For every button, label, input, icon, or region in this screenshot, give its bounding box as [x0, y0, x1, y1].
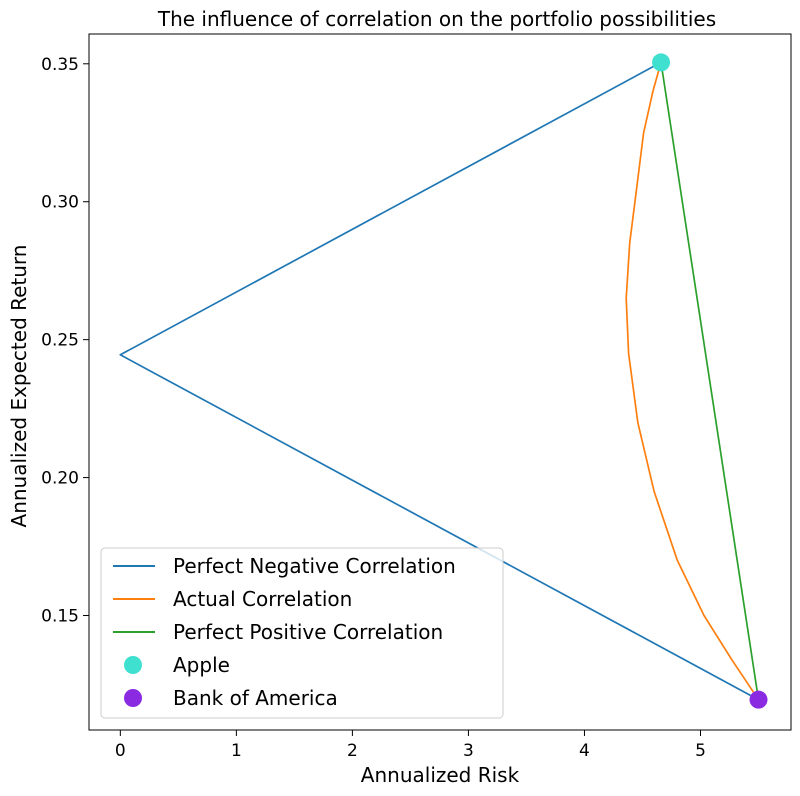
plot-frame [88, 33, 792, 731]
series-line-perfect-positive-correlation [660, 61, 760, 701]
legend-marker-bank-of-america [124, 689, 142, 707]
legend: Perfect Negative Correlation Actual Corre… [100, 547, 504, 719]
x-tick-label: 0 [115, 741, 126, 761]
plot-area [119, 53, 768, 709]
y-tick-label: 0.35 [41, 55, 79, 75]
legend-box [100, 547, 504, 719]
y-tick-label: 0.20 [41, 469, 79, 489]
x-tick-label: 3 [463, 741, 474, 761]
scatter-point-bank-of-america [749, 690, 768, 709]
legend-label-perfect-positive-correlation: Perfect Positive Correlation [173, 620, 443, 644]
y-tick-label: 0.25 [41, 331, 79, 351]
y-tick-label: 0.15 [41, 607, 79, 627]
legend-label-actual-correlation: Actual Correlation [173, 587, 352, 611]
series-line-actual-correlation [625, 61, 760, 701]
series-line-perfect-negative-correlation [119, 61, 760, 701]
x-axis-ticks: 0 1 2 3 4 5 [115, 730, 706, 761]
legend-marker-apple [124, 656, 142, 674]
x-tick-label: 4 [579, 741, 590, 761]
x-tick-label: 2 [347, 741, 358, 761]
legend-label-perfect-negative-correlation: Perfect Negative Correlation [173, 554, 456, 578]
scatter-point-apple [652, 53, 671, 72]
legend-label-apple: Apple [173, 653, 230, 677]
chart-title: The influence of correlation on the port… [157, 7, 716, 31]
y-axis-label: Annualized Expected Return [7, 245, 31, 528]
y-axis-ticks: 0.15 0.20 0.25 0.30 0.35 [41, 55, 89, 627]
x-tick-label: 1 [231, 741, 242, 761]
x-axis-label: Annualized Risk [361, 763, 520, 787]
y-tick-label: 0.30 [41, 193, 79, 213]
legend-label-bank-of-america: Bank of America [173, 686, 338, 710]
x-tick-label: 5 [695, 741, 706, 761]
